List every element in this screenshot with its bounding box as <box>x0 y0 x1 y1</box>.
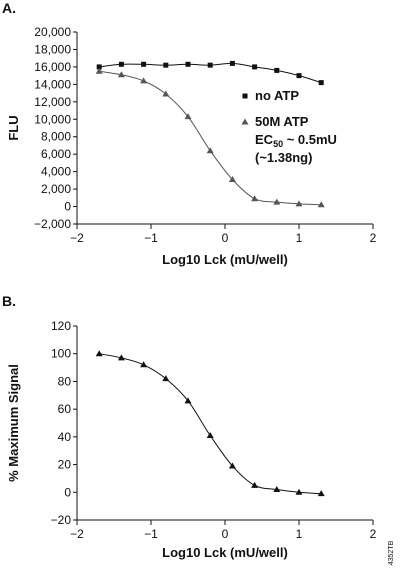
x-tick-label: 0 <box>222 527 229 541</box>
y-tick-label: 80 <box>58 374 72 388</box>
data-point <box>117 71 125 78</box>
y-tick-label: 8,000 <box>41 130 71 144</box>
y-tick-label: 100 <box>51 347 71 361</box>
x-tick-label: −2 <box>70 527 84 541</box>
legend-marker <box>241 118 249 125</box>
y-tick-label: 0 <box>64 200 71 214</box>
data-point <box>251 195 259 202</box>
data-point <box>117 354 125 361</box>
legend-label: no ATP <box>255 88 299 103</box>
data-point <box>118 61 124 67</box>
data-point <box>184 397 192 404</box>
y-tick-label: 6,000 <box>41 147 71 161</box>
legend-label: 50M ATP <box>255 114 309 129</box>
panel-label: B. <box>2 293 16 309</box>
x-tick-label: −1 <box>144 231 158 245</box>
y-tick-label: 16,000 <box>34 60 71 74</box>
y-tick-label: 4,000 <box>41 165 71 179</box>
data-point <box>206 431 214 438</box>
ec50-prefix: EC <box>255 132 274 147</box>
data-point <box>162 90 170 97</box>
data-point <box>163 62 169 68</box>
x-tick-label: 2 <box>370 231 377 245</box>
data-point <box>206 147 214 154</box>
data-point <box>140 361 148 368</box>
data-point <box>141 61 147 67</box>
y-tick-label: 18,000 <box>34 42 71 56</box>
y-tick-label: −20 <box>51 513 72 527</box>
data-point <box>295 488 303 495</box>
y-tick-label: 40 <box>58 430 72 444</box>
data-point <box>317 201 325 208</box>
data-point <box>95 350 103 357</box>
data-point <box>228 462 236 469</box>
ec50-annotation: EC50 ~ 0.5mU <box>255 132 337 149</box>
ec50-subscript: 50 <box>273 139 283 149</box>
data-point <box>95 67 103 74</box>
y-tick-label: 20,000 <box>34 25 71 39</box>
data-point <box>185 61 191 67</box>
y-tick-label: 2,000 <box>41 182 71 196</box>
y-tick-label: 12,000 <box>34 95 71 109</box>
data-point <box>273 486 281 493</box>
figure-id: 4352TB <box>388 540 395 565</box>
panel-label: A. <box>2 0 16 16</box>
y-axis-title: FLU <box>6 115 21 140</box>
data-point <box>295 200 303 207</box>
x-tick-label: 0 <box>222 231 229 245</box>
data-point <box>317 490 325 497</box>
data-point <box>207 62 213 68</box>
data-point <box>162 375 170 382</box>
x-tick-label: −2 <box>70 231 84 245</box>
data-point <box>251 481 259 488</box>
x-tick-label: 1 <box>296 527 303 541</box>
data-point <box>274 67 280 73</box>
data-point <box>273 198 281 205</box>
y-tick-label: 120 <box>51 319 71 333</box>
y-tick-label: 0 <box>64 485 71 499</box>
data-point <box>96 64 102 70</box>
x-tick-label: −1 <box>144 527 158 541</box>
data-point <box>296 73 302 79</box>
y-tick-label: 10,000 <box>34 112 71 126</box>
data-point <box>228 175 236 182</box>
x-axis-title: Log10 Lck (mU/well) <box>162 545 288 560</box>
y-tick-label: 20 <box>58 458 72 472</box>
y-tick-label: 14,000 <box>34 77 71 91</box>
data-point <box>318 80 324 86</box>
data-point <box>184 113 192 120</box>
y-axis-title: % Maximum Signal <box>6 364 21 482</box>
mass-annotation: (~1.38ng) <box>255 150 312 165</box>
data-point <box>140 77 148 84</box>
ec50-suffix: ~ 0.5mU <box>283 132 337 147</box>
x-axis-title: Log10 Lck (mU/well) <box>162 252 288 267</box>
y-tick-label: 60 <box>58 402 72 416</box>
data-point <box>252 64 258 70</box>
fit-curve <box>99 353 322 495</box>
x-tick-label: 1 <box>296 231 303 245</box>
legend-marker <box>242 93 248 99</box>
y-tick-label: −2,000 <box>34 217 71 231</box>
x-tick-label: 2 <box>370 527 377 541</box>
data-point <box>229 60 235 66</box>
